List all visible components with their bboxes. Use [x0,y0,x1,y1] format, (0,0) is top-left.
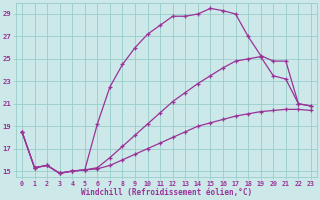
X-axis label: Windchill (Refroidissement éolien,°C): Windchill (Refroidissement éolien,°C) [81,188,252,197]
